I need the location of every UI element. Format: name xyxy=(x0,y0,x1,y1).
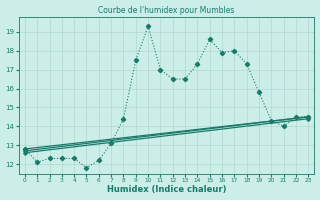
X-axis label: Humidex (Indice chaleur): Humidex (Indice chaleur) xyxy=(107,185,226,194)
Title: Courbe de l'humidex pour Mumbles: Courbe de l'humidex pour Mumbles xyxy=(98,6,235,15)
